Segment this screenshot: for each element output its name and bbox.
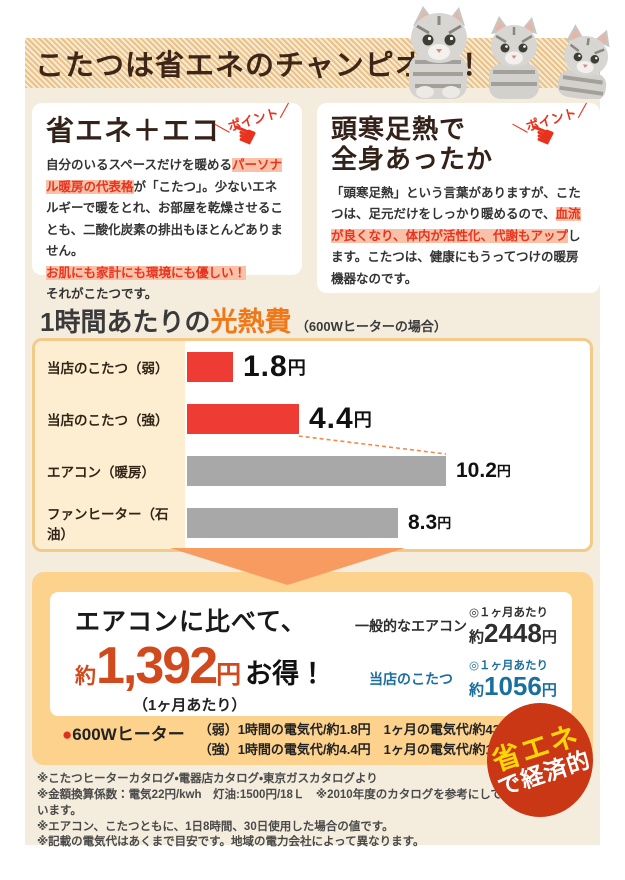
chart-rows: 当店のこたつ（弱） 1.8 円当店のこたつ（強） 4.4 円エアコン（暖房） 10.2 円フ…: [35, 341, 590, 549]
chart-value-label: 10.2 円: [456, 459, 511, 482]
compare-label: エアコンに比べて、: [75, 608, 307, 636]
kitten-1: [409, 6, 467, 99]
page-title: こたつは省エネのチャンピオン！: [35, 50, 485, 82]
savings-right: 一般的なエアコン ◎１ヶ月あたり 約2448円 当店のこたつ ◎１ヶ月あたり 約…: [355, 592, 572, 716]
heater-note: ●600Wヒーター （弱）1時間の電気代/約1.8円 1ヶ月の電気代/約432円…: [62, 720, 527, 759]
footnote: ※記載の電気代はあくまで目安です。地域の電力会社によって異なります。: [37, 836, 425, 849]
kitten-2: [489, 16, 539, 99]
chart-bar: [187, 404, 299, 434]
heater-detail-lines: （弱）1時間の電気代/約1.8円 1ヶ月の電気代/約432円 （強）1時間の電気代…: [198, 722, 528, 757]
kittens-photo: [409, 6, 610, 99]
price-row-aircon: 一般的なエアコン ◎１ヶ月あたり 約2448円: [355, 607, 557, 648]
pointing-hand-icon: ☚: [224, 114, 262, 156]
per-month-label: （1ヶ月あたり）: [133, 697, 247, 714]
chart-category-label: 当店のこたつ（強）: [47, 413, 169, 428]
point-badge: ＼ポイント／ ☚: [512, 102, 592, 164]
chart-row: エアコン（暖房） 10.2 円: [35, 445, 590, 497]
chart-category-label: ファンヒーター（石油）: [47, 507, 169, 542]
point-badge: ＼ポイント／ ☚: [214, 102, 294, 164]
savings-panel: エアコンに比べて、 約 1,392 円お得！ （1ヶ月あたり） 一般的なエアコン ◎…: [50, 592, 572, 716]
eco-badge: 省エネ で経済的: [487, 703, 594, 817]
footnote: ※金額換算係数：電気22円/kwh 灯油:1500円/18Ｌ ※2010年度のカ…: [37, 788, 502, 817]
chart-bar: [187, 508, 398, 538]
cost-bar-chart: 当店のこたつ（弱） 1.8 円当店のこたつ（強） 4.4 円エアコン（暖房） 10.2 円フ…: [32, 338, 593, 552]
pointing-hand-icon: ☚: [522, 114, 560, 156]
chart-value-label: 8.3 円: [408, 511, 452, 534]
savings-amount-line: 約 1,392 円お得！: [75, 637, 327, 695]
red-bullet-icon: ●: [62, 725, 73, 744]
footnotes: ※こたつヒーターカタログ・電器店カタログ・東京ガスカタログより ※金額換算係数：…: [37, 772, 507, 851]
chart-heading: 1時間あたりの光熱費 （600Wヒーターの場合）: [40, 307, 447, 337]
chart-category-label: エアコン（暖房）: [47, 465, 155, 480]
chart-row: 当店のこたつ（強） 4.4 円: [35, 393, 590, 445]
chart-category-label: 当店のこたつ（弱）: [47, 361, 169, 376]
card-energy-eco-title: 省エネ＋エコ: [46, 115, 221, 146]
highlight-kind-to-all: お肌にも家計にも環境にも優しい！: [46, 265, 247, 280]
savings-amount: 1,392: [96, 637, 218, 695]
chart-heading-em: 光熱費: [210, 307, 292, 337]
chart-bar: [187, 352, 233, 382]
footnote: ※こたつヒーターカタログ・電器店カタログ・東京ガスカタログより: [37, 773, 378, 785]
footnote: ※エアコン、こたつともに、1日8時間、30日使用した場合の値です。: [37, 820, 394, 833]
chart-row: ファンヒーター（石油） 8.3 円: [35, 497, 590, 549]
card-zukan-title: 頭寒足熱で 全身あったか: [331, 114, 494, 174]
card-energy-eco: 省エネ＋エコ ＼ポイント／ ☚ 自分のいるスペースだけを暖めるパーソナル暖房の代…: [32, 102, 302, 301]
chart-value-label: 4.4 円: [309, 402, 372, 435]
card-zukan-body: 「頭寒足熱」という言葉がありますが、こたつは、足元だけをしっかり暖めるので、血流…: [331, 185, 581, 286]
card-energy-eco-body: 自分のいるスペースだけを暖めるパーソナル暖房の代表格が「こたつ」。少ないエネルギ…: [46, 158, 283, 302]
content-area: 省エネ＋エコ ＼ポイント／ ☚ 自分のいるスペースだけを暖めるパーソナル暖房の代…: [25, 88, 600, 848]
price-row-kotatsu: 当店のこたつ ◎１ヶ月あたり 約1056円: [369, 660, 557, 702]
kitten-3: [557, 24, 610, 99]
savings-left: エアコンに比べて、 約 1,392 円お得！ （1ヶ月あたり）: [50, 592, 355, 716]
heater-label: 600Wヒーター: [72, 725, 185, 744]
chart-row: 当店のこたつ（弱） 1.8 円: [35, 341, 590, 393]
chart-label-column: [35, 341, 185, 549]
chart-value-label: 1.8 円: [243, 350, 306, 383]
otoku-label: お得！: [245, 659, 327, 689]
chart-bar: [187, 456, 446, 486]
card-zukan-sokunetsu: 頭寒足熱で 全身あったか ＼ポイント／ ☚ 「頭寒足熱」という言葉がありますが、こ…: [317, 102, 600, 293]
